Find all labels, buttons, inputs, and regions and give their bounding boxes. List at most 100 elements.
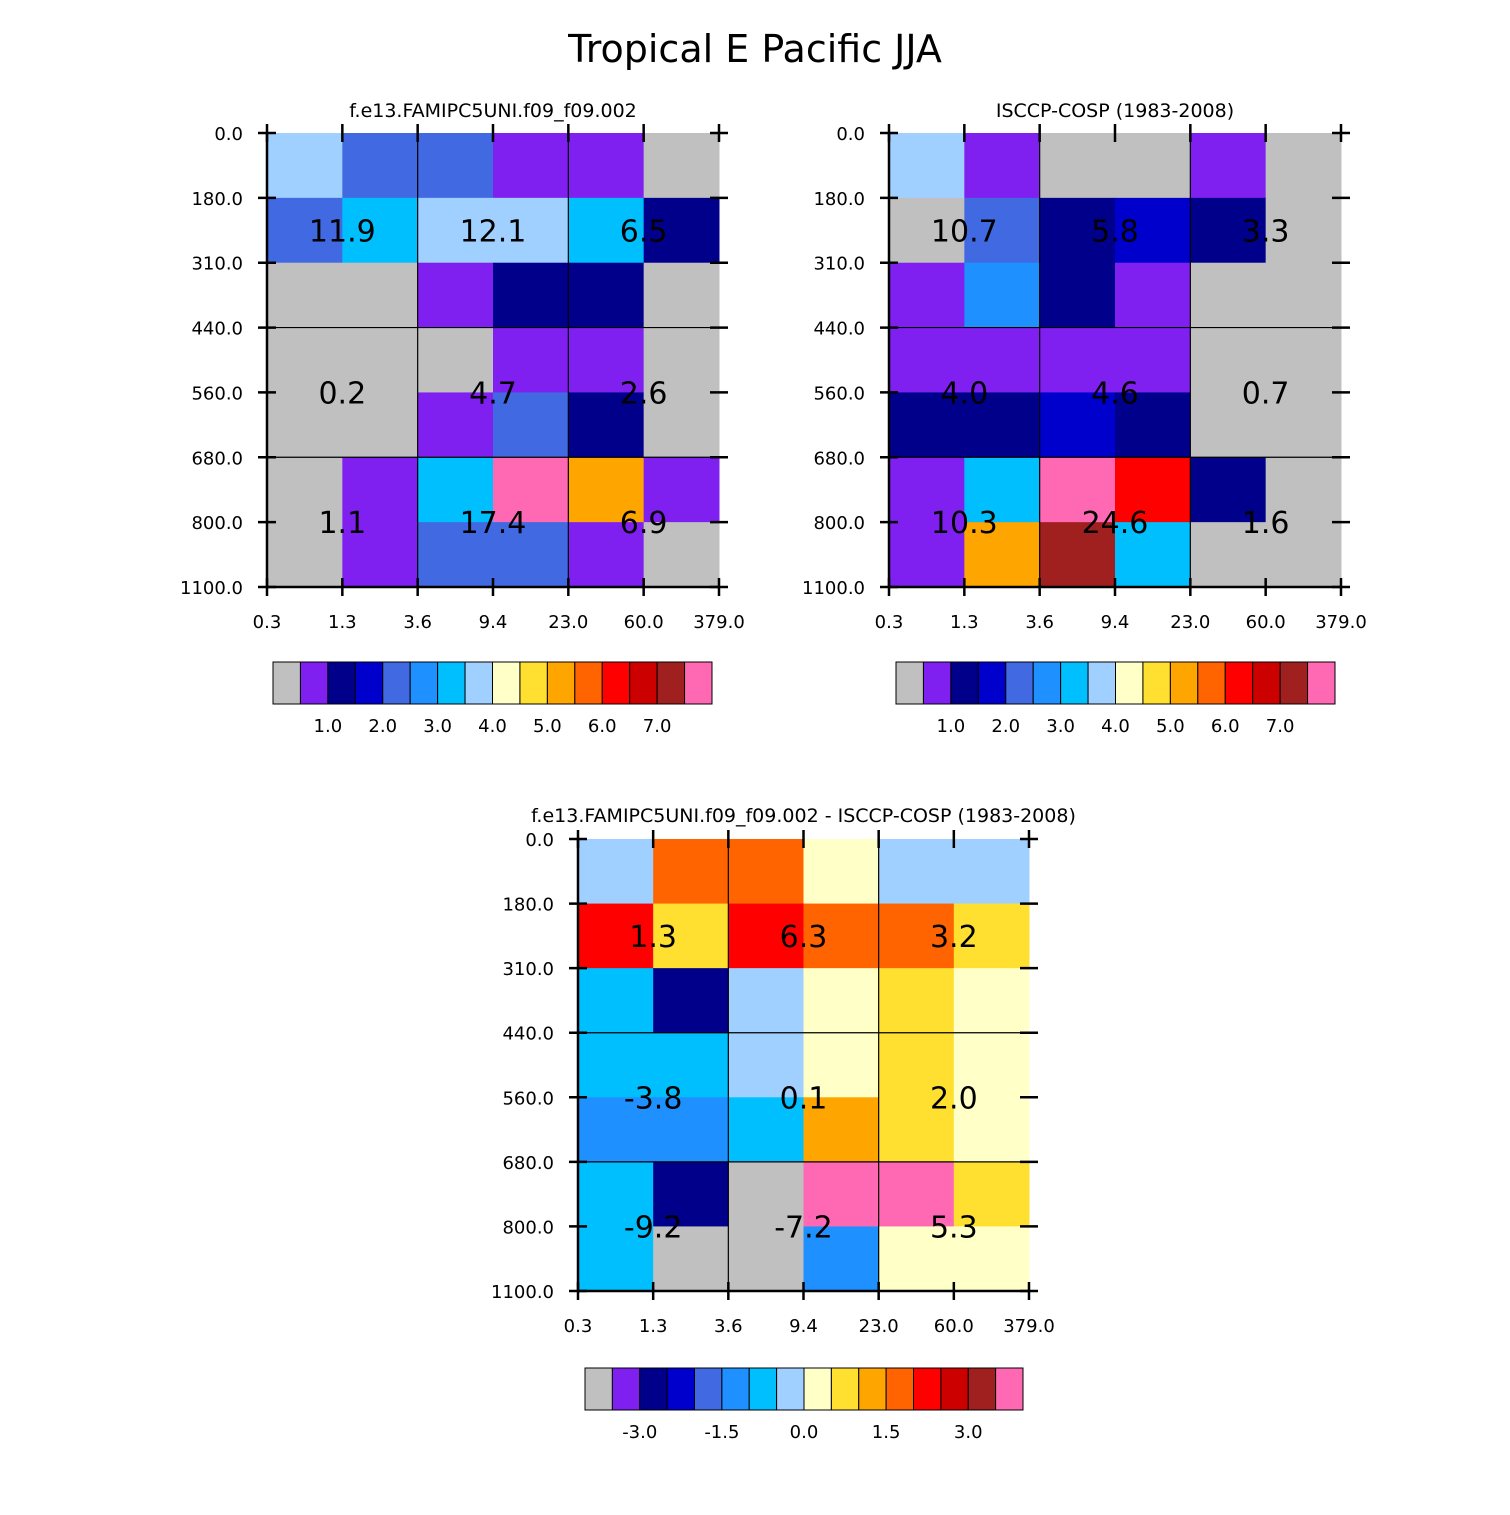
colorbar-swatch bbox=[611, 1367, 641, 1411]
y-tick-label: 680.0 bbox=[813, 448, 865, 469]
heatmap-cell bbox=[568, 197, 645, 264]
heatmap-cell bbox=[1190, 457, 1267, 523]
aggregate-value-label: 3.2 bbox=[930, 920, 978, 955]
heatmap-cell bbox=[1039, 327, 1116, 393]
heatmap-cell bbox=[1190, 522, 1267, 588]
heatmap-cell bbox=[803, 968, 880, 1034]
colorbar-swatch bbox=[830, 1367, 860, 1411]
heatmap-cell bbox=[342, 133, 419, 199]
x-tick-label: 379.0 bbox=[1315, 612, 1367, 633]
heatmap-cell bbox=[643, 327, 720, 393]
heatmap-cell bbox=[1115, 262, 1191, 329]
heatmap-cell bbox=[728, 1032, 804, 1098]
colorbar-swatch bbox=[977, 661, 1007, 705]
y-tick-label: 560.0 bbox=[191, 383, 243, 404]
heatmap-cell bbox=[493, 327, 569, 393]
y-tick-label: 560.0 bbox=[502, 1088, 554, 1109]
colorbar: 1.0 2.0 3.0 4.0 5.0 6.0 7.0 bbox=[272, 661, 713, 737]
colorbar-swatch bbox=[327, 661, 356, 705]
aggregate-value-label: 5.8 bbox=[1091, 214, 1139, 249]
colorbar-swatch bbox=[684, 661, 713, 705]
heatmap-cell bbox=[417, 522, 494, 588]
heatmap-cell bbox=[953, 903, 1030, 969]
colorbar-swatch bbox=[1142, 661, 1171, 705]
x-tick-label: 60.0 bbox=[624, 612, 664, 633]
aggregate-value-label: 11.9 bbox=[309, 214, 376, 249]
colorbar-swatch bbox=[272, 661, 301, 705]
heatmap-cell bbox=[568, 522, 645, 588]
heatmap-cell bbox=[342, 197, 419, 264]
aggregate-value-label: 10.3 bbox=[931, 506, 998, 541]
heatmap-cell bbox=[267, 197, 343, 264]
colorbar-swatch bbox=[354, 661, 384, 705]
heatmap-cell bbox=[1115, 327, 1191, 393]
heatmap-cell bbox=[1190, 133, 1267, 199]
heatmap-cell bbox=[964, 392, 1041, 458]
y-tick-label: 310.0 bbox=[191, 254, 243, 275]
x-tick-label: 60.0 bbox=[1246, 612, 1286, 633]
colorbar-swatch bbox=[1169, 661, 1199, 705]
y-tick-label: 680.0 bbox=[502, 1153, 554, 1174]
colorbar-swatch bbox=[1307, 661, 1336, 705]
aggregate-value-label: -3.8 bbox=[624, 1081, 683, 1116]
y-tick-label: 0.0 bbox=[525, 830, 554, 851]
colorbar-swatch bbox=[940, 1367, 969, 1411]
heatmap-cell bbox=[953, 1226, 1030, 1292]
heatmap-cell bbox=[889, 197, 965, 264]
aggregate-value-label: 24.6 bbox=[1082, 506, 1149, 541]
heatmap-cell bbox=[1265, 197, 1342, 264]
heatmap-cell bbox=[493, 197, 569, 264]
heatmap-cell bbox=[964, 327, 1041, 393]
heatmap-cell bbox=[964, 197, 1041, 264]
heatmap-cell bbox=[653, 968, 729, 1034]
colorbar-label: 2.0 bbox=[991, 716, 1020, 737]
heatmap-cell bbox=[493, 457, 569, 523]
heatmap-cell bbox=[493, 522, 569, 588]
heatmap-cell bbox=[964, 133, 1041, 199]
y-tick-label: 0.0 bbox=[214, 124, 243, 145]
heatmap-cell bbox=[878, 1226, 955, 1292]
heatmap-cell bbox=[728, 1161, 804, 1227]
x-tick-label: 9.4 bbox=[479, 612, 508, 633]
heatmap-cell bbox=[342, 457, 419, 523]
x-tick-label: 9.4 bbox=[1101, 612, 1130, 633]
x-tick-label: 3.6 bbox=[714, 1316, 743, 1337]
heatmap-cell bbox=[1190, 327, 1267, 393]
x-tick-label: 1.3 bbox=[639, 1316, 668, 1337]
colorbar-swatch bbox=[574, 661, 603, 705]
heatmap-cell bbox=[878, 968, 955, 1034]
colorbar-swatch bbox=[748, 1367, 778, 1411]
heatmap-cell bbox=[267, 327, 343, 393]
panel-title: f.e13.FAMIPC5UNI.f09_f09.002 - ISCCP-COS… bbox=[531, 805, 1076, 827]
heatmap-panel-2: ISCCP-COSP (1983-2008) 0.0 180.0 310.0 440.0… bbox=[802, 100, 1367, 737]
aggregate-value-label: 5.3 bbox=[930, 1210, 978, 1245]
heatmap-panel-1: f.e13.FAMIPC5UNI.f09_f09.002 0.0 180.0 310.… bbox=[180, 100, 745, 737]
colorbar-label: 4.0 bbox=[1101, 716, 1130, 737]
aggregate-value-label: 1.1 bbox=[318, 506, 366, 541]
aggregate-value-label: 6.5 bbox=[620, 214, 668, 249]
colorbar-swatch bbox=[1224, 661, 1254, 705]
aggregate-value-label: 3.3 bbox=[1242, 214, 1290, 249]
x-tick-label: 23.0 bbox=[859, 1316, 899, 1337]
aggregate-value-label: 17.4 bbox=[460, 506, 527, 541]
aggregate-value-label: 6.3 bbox=[780, 920, 828, 955]
colorbar-swatch bbox=[1060, 661, 1089, 705]
heatmap-cell bbox=[417, 457, 494, 523]
heatmap-cell bbox=[493, 392, 569, 458]
heatmap-cell bbox=[1115, 457, 1191, 523]
colorbar-swatch bbox=[409, 661, 439, 705]
heatmap-cell bbox=[1265, 457, 1342, 523]
heatmap-cell bbox=[643, 197, 720, 264]
heatmap-cell bbox=[493, 262, 569, 329]
aggregate-value-label: 6.9 bbox=[620, 506, 668, 541]
colorbar-swatch bbox=[639, 1367, 668, 1411]
heatmap-cell bbox=[643, 133, 720, 199]
heatmap-cell bbox=[889, 133, 965, 199]
figure-title: Tropical E Pacific JJA bbox=[567, 27, 942, 71]
colorbar-label: 6.0 bbox=[588, 716, 617, 737]
y-tick-label: 310.0 bbox=[502, 959, 554, 980]
y-tick-label: 1100.0 bbox=[180, 578, 243, 599]
colorbar-swatch bbox=[1087, 661, 1116, 705]
heatmap-cell bbox=[964, 457, 1041, 523]
